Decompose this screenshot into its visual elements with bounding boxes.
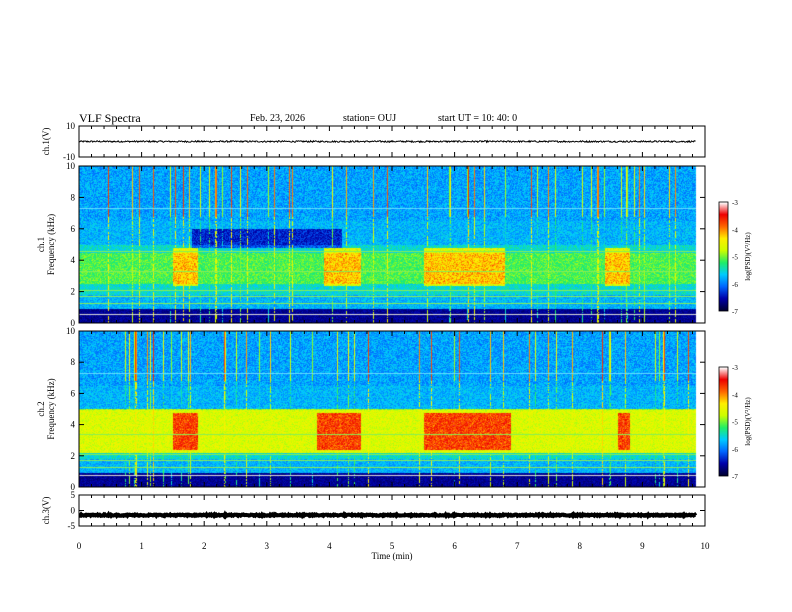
- ch1-spec-y-tick-label: 4: [71, 255, 76, 265]
- ch2-spec-y-tick-label: 4: [71, 420, 76, 430]
- ch2-spec-y-label: Frequency (kHz): [46, 378, 56, 439]
- ch1-spectrogram: [79, 166, 705, 323]
- x-tick-label: 1: [139, 541, 144, 551]
- x-tick-label: 6: [452, 541, 457, 551]
- x-tick-label: 4: [327, 541, 332, 551]
- ch1-spec-y-tick-label: 10: [66, 161, 76, 171]
- x-axis-label: Time (min): [372, 551, 413, 561]
- ch3-wave-y-tick-label: 5: [71, 490, 76, 500]
- ch1-spec-y-tick-label: 0: [71, 318, 76, 328]
- ch1-colorbar-tick-label: -5: [732, 254, 738, 262]
- ch1-colorbar-label: log(PSD)(V²/Hz): [744, 232, 752, 281]
- ch2-colorbar-tick-label: -6: [732, 446, 738, 454]
- ch3-wave-y-label: ch.3(V): [41, 497, 51, 525]
- x-tick-label: 5: [390, 541, 395, 551]
- ch2-spec-y-tick-label: 8: [71, 357, 76, 367]
- x-tick-label: 7: [515, 541, 520, 551]
- x-tick-label: 0: [77, 541, 82, 551]
- ch1-spec-y-label: ch.1: [36, 237, 46, 252]
- ch1-colorbar-tick-label: -3: [732, 199, 738, 207]
- ch2-colorbar-tick-label: -7: [732, 473, 738, 481]
- ch1-spec-y-tick-label: 2: [71, 287, 76, 297]
- ch1-colorbar-frame: [718, 201, 729, 312]
- figure-title: VLF Spectra: [79, 111, 141, 125]
- ch1-colorbar-tick-label: -7: [732, 308, 738, 316]
- ch1-wave-y-tick-label: 10: [66, 121, 76, 131]
- ch2-colorbar: [719, 367, 728, 476]
- date-label: Feb. 23, 2026: [250, 113, 305, 124]
- ch2-colorbar-frame: [718, 366, 729, 477]
- ch1-colorbar-tick-label: -4: [732, 226, 738, 234]
- start-time-label: start UT = 10: 40: 0: [438, 113, 518, 124]
- x-tick-label: 2: [202, 541, 207, 551]
- ch1-wave-y-tick-label: -10: [63, 152, 75, 162]
- ch2-colorbar-tick-label: -5: [732, 419, 738, 427]
- ch1-colorbar: [719, 202, 728, 311]
- ch2-spec-y-tick-label: 0: [71, 482, 76, 492]
- ch1-spec-y-tick-label: 6: [71, 224, 76, 234]
- ch1-waveform-line: [78, 139, 696, 144]
- x-tick-label: 9: [640, 541, 645, 551]
- ch2-spec-y-tick-label: 6: [71, 388, 76, 398]
- ch3-wave-y-tick-label: 0: [71, 506, 76, 516]
- ch2-colorbar-tick-label: -4: [732, 391, 738, 399]
- ch1-spec-y-label: Frequency (kHz): [46, 214, 56, 275]
- x-tick-label: 8: [578, 541, 583, 551]
- ch2-spectrogram: [79, 331, 705, 487]
- ch1-wave-y-label: ch.1(V): [41, 128, 51, 156]
- ch2-colorbar-label: log(PSD)(V²/Hz): [744, 397, 752, 446]
- ch2-colorbar-tick-label: -3: [732, 364, 738, 372]
- x-tick-label: 3: [265, 541, 270, 551]
- station-label: station= OUJ: [343, 113, 397, 124]
- ch3-waveform-line: [78, 510, 698, 520]
- ch1-spec-y-tick-label: 8: [71, 192, 76, 202]
- ch3-wave-y-tick-label: -5: [68, 521, 76, 531]
- ch1-colorbar-tick-label: -6: [732, 281, 738, 289]
- ch2-spec-y-label: ch.2: [36, 401, 46, 416]
- x-tick-label: 10: [701, 541, 711, 551]
- ch2-spec-y-tick-label: 10: [66, 326, 76, 336]
- ch2-spec-y-tick-label: 2: [71, 451, 76, 461]
